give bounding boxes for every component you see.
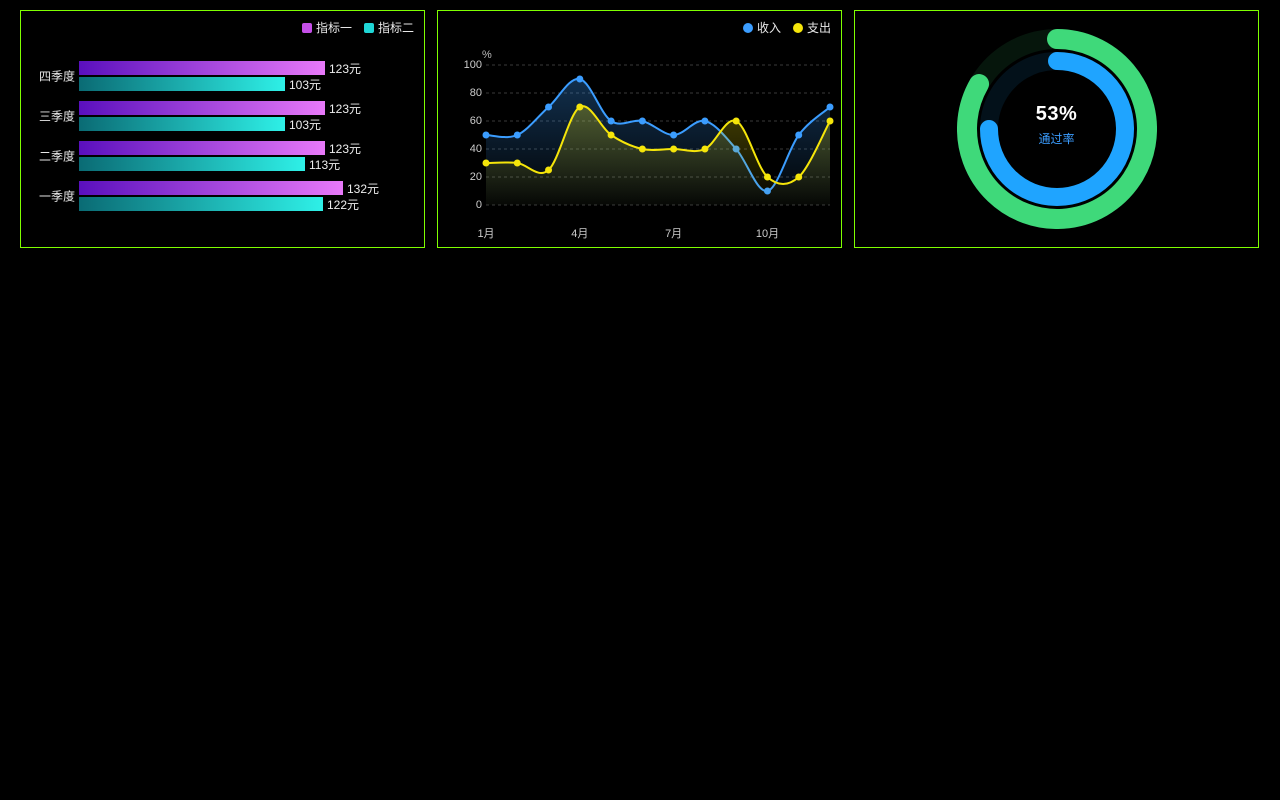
bar-legend-swatch-1	[302, 23, 312, 33]
bar-row: 123元	[29, 61, 416, 75]
line-legend-label-2: 支出	[807, 19, 831, 36]
bar-group: 一季度 132元122元	[29, 181, 416, 211]
bar-fill[interactable]	[79, 77, 285, 91]
bar-category-label: 二季度	[29, 148, 75, 165]
line-legend: 收入 支出	[743, 19, 831, 36]
line-marker[interactable]	[483, 132, 490, 139]
bar-fill[interactable]	[79, 181, 343, 195]
x-tick-label: 4月	[571, 225, 588, 241]
bar-legend-label-2: 指标二	[378, 19, 414, 36]
bar-fill[interactable]	[79, 157, 305, 171]
line-marker[interactable]	[827, 118, 834, 125]
bar-fill[interactable]	[79, 197, 323, 211]
gauge-panel: 53% 通过率	[854, 10, 1259, 248]
bar-row: 113元	[29, 157, 416, 171]
line-marker[interactable]	[576, 76, 583, 83]
bar-legend-label-1: 指标一	[316, 19, 352, 36]
bar-legend: 指标一 指标二	[302, 19, 414, 36]
line-marker[interactable]	[701, 118, 708, 125]
bar-row: 122元	[29, 197, 416, 211]
gauge-value-text: 53%	[1036, 103, 1078, 126]
line-marker[interactable]	[795, 174, 802, 181]
bar-group: 四季度 123元 103元	[29, 61, 416, 91]
bar-fill[interactable]	[79, 61, 325, 75]
bar-value-label: 123元	[329, 60, 361, 77]
line-chart-panel: 收入 支出 % 020406080100 1月4月7月10月	[437, 10, 842, 248]
bar-category-label: 四季度	[29, 68, 75, 85]
line-legend-dot-2	[793, 23, 803, 33]
bar-legend-swatch-2	[364, 23, 374, 33]
bar-row: 123元	[29, 101, 416, 115]
x-tick-label: 1月	[477, 225, 494, 241]
bar-value-label: 103元	[289, 76, 321, 93]
line-marker[interactable]	[608, 118, 615, 125]
bar-fill[interactable]	[79, 141, 325, 155]
bar-plot-area: 四季度123元103元三季度123元103元二季度123元113元一季度132元…	[29, 61, 416, 237]
bar-value-label: 103元	[289, 116, 321, 133]
bar-group: 三季度 123元 103元	[29, 101, 416, 131]
x-tick-label: 7月	[665, 225, 682, 241]
bar-row: 103元	[29, 77, 416, 91]
bar-category-label: 三季度	[29, 108, 75, 125]
bar-value-label: 122元	[327, 196, 359, 213]
x-axis-ticks: 1月4月7月10月	[486, 225, 831, 239]
gauge-label-text: 通过率	[1036, 130, 1078, 147]
bar-row: 132元	[29, 181, 416, 195]
line-marker[interactable]	[764, 174, 771, 181]
bar-value-label: 132元	[347, 180, 379, 197]
bar-fill[interactable]	[79, 101, 325, 115]
line-legend-label-1: 收入	[757, 19, 781, 36]
line-marker[interactable]	[514, 132, 521, 139]
gauge-center: 53% 通过率	[1036, 103, 1078, 147]
line-marker[interactable]	[827, 104, 834, 111]
line-marker[interactable]	[639, 118, 646, 125]
bar-group: 二季度 123元113元	[29, 141, 416, 171]
line-legend-dot-1	[743, 23, 753, 33]
x-tick-label: 10月	[756, 225, 779, 241]
line-marker[interactable]	[545, 104, 552, 111]
line-marker[interactable]	[514, 160, 521, 167]
line-marker[interactable]	[795, 132, 802, 139]
line-legend-item-2[interactable]: 支出	[793, 19, 831, 36]
line-legend-item-1[interactable]: 收入	[743, 19, 781, 36]
bar-category-label: 一季度	[29, 188, 75, 205]
line-marker[interactable]	[483, 160, 490, 167]
line-marker[interactable]	[670, 132, 677, 139]
line-marker[interactable]	[576, 104, 583, 111]
line-marker[interactable]	[608, 132, 615, 139]
line-marker[interactable]	[701, 146, 708, 153]
line-marker[interactable]	[670, 146, 677, 153]
bar-fill[interactable]	[79, 117, 285, 131]
bar-value-label: 123元	[329, 140, 361, 157]
line-plot-svg	[466, 51, 836, 221]
line-marker[interactable]	[733, 118, 740, 125]
line-marker[interactable]	[639, 146, 646, 153]
bar-value-label: 123元	[329, 100, 361, 117]
bar-legend-item-2[interactable]: 指标二	[364, 19, 414, 36]
bar-row: 123元	[29, 141, 416, 155]
bar-legend-item-1[interactable]: 指标一	[302, 19, 352, 36]
gauge-wrap: 53% 通过率	[957, 29, 1157, 229]
line-marker[interactable]	[545, 167, 552, 174]
bar-chart-panel: 指标一 指标二 四季度123元103元三季度123元103元二季度123元113…	[20, 10, 425, 248]
bar-value-label: 113元	[309, 156, 340, 173]
bar-row: 103元	[29, 117, 416, 131]
